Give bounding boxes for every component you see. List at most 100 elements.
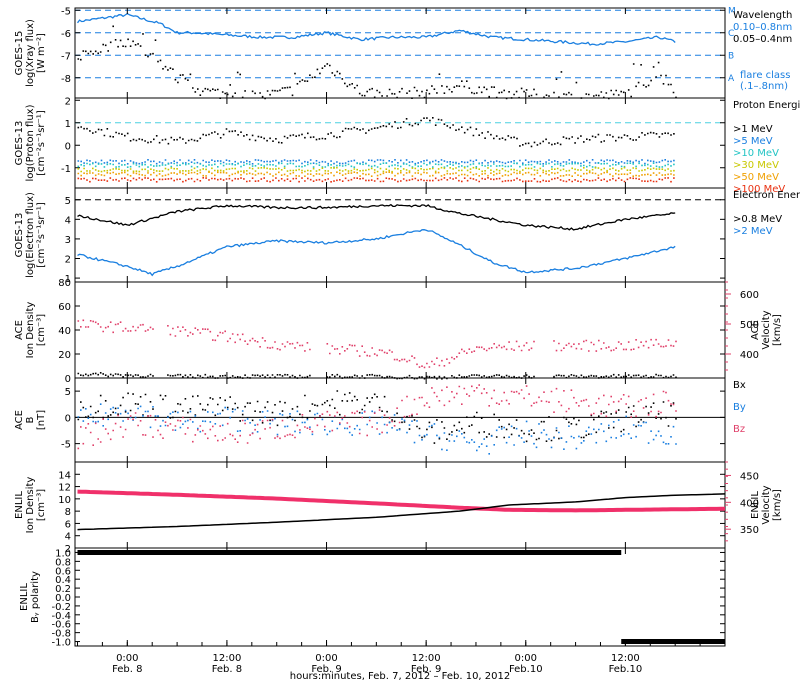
series-line [77,229,676,277]
y-axis-label: ACE [14,410,25,430]
y-axis-label: [cm⁻³] [36,489,47,521]
y-axis-label: log(Proton flux) [25,104,36,181]
y-axis-label: GOES-15 [14,31,25,76]
y-axis-label: log(Electron flux) [25,192,36,278]
y-axis-label: Bᵧ polarity [30,571,41,623]
y-tick-label: 12 [58,483,71,494]
series-points [77,171,675,177]
legend-entry: >30 MeV [733,160,779,171]
panel-frame-3 [74,281,726,379]
y-tick-label: 1 [65,119,71,130]
x-axis-title: hours:minutes, Feb. 7, 2012 – Feb. 10, 2… [290,671,511,680]
flare-class-label: A [728,74,735,84]
y-tick-label: -0.6 [51,620,71,631]
y-tick-label: 5 [65,196,71,207]
series--30-mev [77,166,675,173]
y-axis-label: [cm⁻²s⁻¹sr⁻¹] [36,202,47,268]
y-axis-label: [cm⁻²s⁻¹sr⁻¹] [36,110,47,176]
y-axis-label: [nT] [36,410,47,430]
legend-entry: >0.8 MeV [733,214,782,225]
y-axis-label: GOES-13 [14,121,25,166]
y-tick-label: 0 [65,141,71,152]
legend-entry: >10 MeV [733,148,779,159]
legend-entry: >1 MeV [733,124,773,135]
x-tick-label: 0:00 [515,653,537,664]
panel-frame-6 [74,547,726,647]
x-tick-date: Feb. 9 [311,664,341,675]
x-tick-date: Feb.10 [609,664,643,675]
y-tick-label: 6 [65,519,71,530]
y-tick-label: 0.6 [55,566,71,577]
y-tick-label: -7 [61,51,71,62]
series--50-mev [77,171,675,177]
series-points [77,117,675,148]
legend-title: Proton Energies [733,100,800,111]
legend-title: Wavelength [733,10,792,21]
series--0-8-mev [77,203,676,231]
series-points [77,159,675,165]
series-0-05-0-4nm [77,25,677,100]
y-tick-label: 2 [65,255,71,266]
y-tick-label: 40 [58,326,71,337]
legend-entry: By [733,402,746,413]
y-axis-label: log(Xray flux) [25,19,36,87]
series-line [77,489,725,513]
y-tick-label: 5 [65,387,71,398]
y-tick-label: 0.4 [55,575,71,586]
y2-axis-label: Velocity [761,310,772,349]
legend-title: Electron Energies [733,190,800,201]
y-axis-label: Ion Density [25,302,36,359]
panel-frame-4 [74,377,726,463]
y-tick-label: 20 [58,350,71,361]
y-axis-label: ENLIL [14,491,25,519]
y-tick-label: 0.2 [55,584,71,595]
legend-entry: 0.10–0.8nm [733,22,792,33]
y2-axis-label: ENLIL [750,491,761,519]
y2-tick-label: 400 [740,498,759,509]
y2-axis-label: ACE [750,320,761,340]
y-tick-label: -0.8 [51,629,71,640]
legend-entry: 0.05–0.4nm [733,34,792,45]
y2-axis-label: [km/s] [772,489,783,521]
series-line [77,493,726,531]
y-tick-label: -0.4 [51,611,71,622]
y-axis-label: Ion Density [25,477,36,534]
y-tick-label: -5 [61,6,71,17]
y2-tick-label: 400 [740,350,759,361]
legend-entry: Bz [733,424,745,435]
x-tick-label: 12:00 [213,653,242,664]
legend-note: flare class [740,70,790,81]
series-ion-density [77,493,726,531]
y-tick-label: 4 [65,532,71,543]
y2-axis-label: Velocity [761,485,772,524]
legend-entry: >2 MeV [733,226,773,237]
y2-tick-label: 450 [740,471,759,482]
legend-entry: Bx [733,380,746,391]
y-tick-label: 2 [65,96,71,107]
series-points [77,319,677,369]
series-0-10-0-8nm [76,12,676,46]
x-tick-date: Feb.10 [509,664,543,675]
series-line [76,12,676,46]
y-tick-label: 3 [65,235,71,246]
y-tick-label: 80 [58,278,71,289]
y-tick-label: 0.8 [55,557,71,568]
y2-tick-label: 500 [740,320,759,331]
y-axis-label: ENLIL [19,583,30,611]
y-axis-label: ACE [14,320,25,340]
y-tick-label: 1 [65,274,71,285]
y-tick-label: 14 [58,470,71,481]
x-tick-label: 12:00 [412,653,441,664]
x-tick-label: 0:00 [315,653,337,664]
y-tick-label: -0.2 [51,602,71,613]
legend-entry: >100 MeV [733,184,785,195]
series-points [77,162,675,168]
y2-axis-label: [km/s] [772,314,783,346]
series-velocity [77,319,677,369]
series-points [77,25,677,100]
flare-class-label: C [728,29,734,39]
series-velocity [77,489,725,513]
x-tick-date: Feb. 8 [112,664,142,675]
series--100-mev [77,177,675,183]
